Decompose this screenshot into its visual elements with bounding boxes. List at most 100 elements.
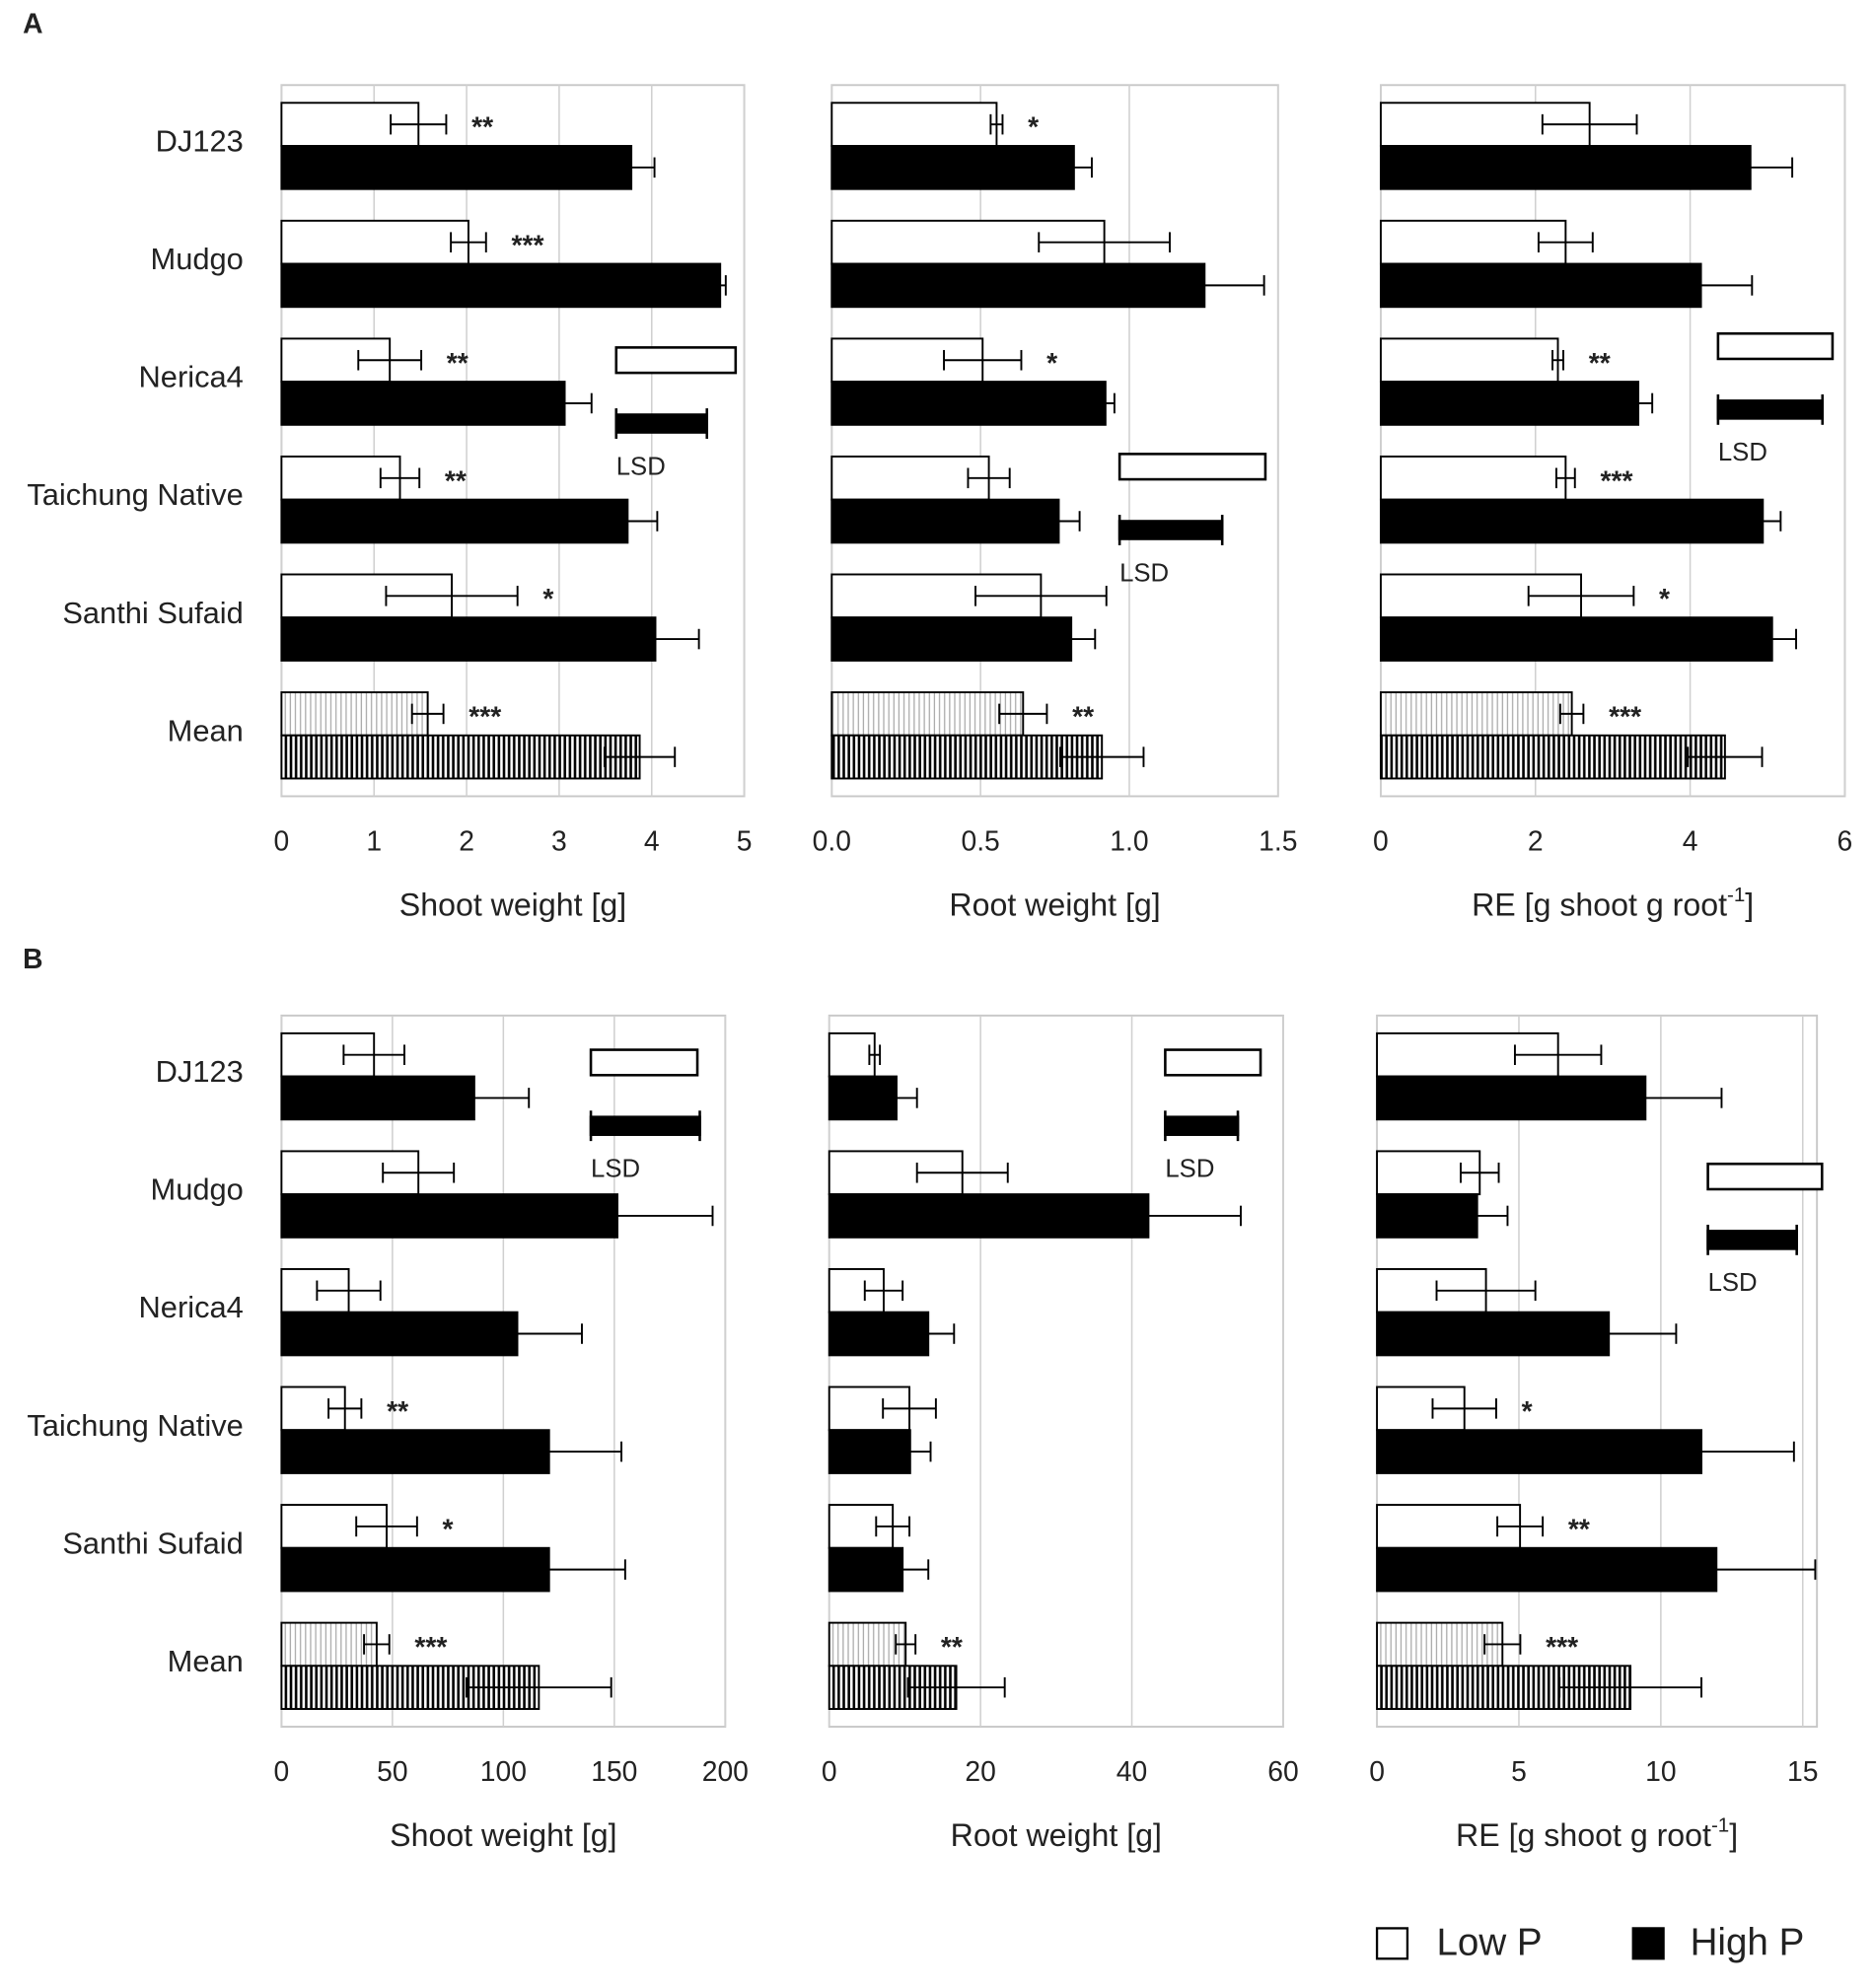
- category-label: DJ123: [156, 124, 244, 159]
- lsd-label: LSD: [591, 1155, 640, 1182]
- significance: *: [1046, 347, 1057, 379]
- error-bar: [355, 1516, 418, 1537]
- bar: [280, 262, 722, 309]
- error-bar: [1513, 1044, 1603, 1065]
- error-bar: [1554, 467, 1576, 489]
- error-bar: [452, 1323, 583, 1344]
- significance: ***: [1546, 1631, 1578, 1663]
- lsd-label: LSD: [616, 453, 666, 480]
- lsd-bar: [1706, 1162, 1824, 1191]
- bar: [1379, 498, 1765, 544]
- bar: [830, 691, 1025, 737]
- error-bar: [1558, 703, 1585, 725]
- error-bar: [895, 1634, 917, 1655]
- bar: [1379, 262, 1702, 309]
- x-axis-title: RE [g shoot g root-1]: [1472, 884, 1754, 923]
- x-axis-title-text: RE [g shoot g root: [1472, 888, 1727, 923]
- error-bar: [1617, 1559, 1817, 1580]
- bar: [280, 1621, 378, 1668]
- bar: [830, 145, 1075, 190]
- x-tick-label: 0: [1369, 1755, 1385, 1787]
- error-bar: [1687, 746, 1764, 767]
- significance: *: [1028, 111, 1039, 143]
- error-bar: [390, 113, 448, 135]
- bar: [1379, 691, 1573, 737]
- bar: [1379, 616, 1773, 662]
- error-bar: [379, 467, 421, 489]
- bar: [830, 102, 998, 147]
- error-bar: [1445, 1205, 1509, 1227]
- error-bar: [1568, 1088, 1723, 1108]
- error-bar: [1460, 1162, 1500, 1183]
- significance: ***: [1600, 464, 1632, 496]
- bar: [280, 734, 641, 780]
- lsd-bar: [1716, 399, 1825, 420]
- error-bar: [611, 628, 700, 650]
- lsd-bar: [589, 1115, 701, 1136]
- x-tick-label: 200: [702, 1755, 749, 1787]
- plot-frame: [830, 84, 1279, 798]
- x-tick-label: 50: [377, 1755, 407, 1787]
- category-label: Mean: [168, 1644, 244, 1678]
- x-axis-title: Root weight [g]: [951, 1818, 1162, 1854]
- panel-label: A: [23, 7, 42, 38]
- category-label: Santhi Sufaid: [62, 596, 243, 630]
- category-label: DJ123: [156, 1054, 244, 1089]
- error-bar: [466, 1676, 613, 1698]
- panel-label: B: [23, 943, 42, 974]
- lsd-bar: [614, 413, 709, 434]
- bar: [1379, 734, 1726, 780]
- lsd-label: LSD: [1119, 559, 1169, 587]
- significance: **: [445, 464, 467, 496]
- significance: **: [447, 347, 468, 379]
- error-bar: [1707, 157, 1794, 178]
- plot-frame: [1376, 1014, 1819, 1728]
- error-bar: [1527, 586, 1635, 606]
- bar: [830, 498, 1060, 544]
- x-axis-title-tail: ]: [1745, 888, 1754, 923]
- error-bar: [1551, 349, 1564, 371]
- error-bar: [1558, 1676, 1702, 1698]
- x-axis-title-text: RE [g shoot g root: [1456, 1818, 1711, 1854]
- error-bar: [875, 1088, 918, 1108]
- error-bar: [327, 1398, 363, 1419]
- legend-swatch: [1631, 1927, 1665, 1960]
- x-tick-label: 5: [737, 824, 753, 856]
- error-bar: [410, 703, 445, 725]
- significance: **: [471, 111, 493, 143]
- x-tick-label: 0.0: [813, 824, 851, 856]
- error-bar: [974, 586, 1108, 606]
- significance: *: [1659, 583, 1670, 614]
- x-tick-label: 0.5: [961, 824, 999, 856]
- error-bar: [1054, 157, 1093, 178]
- x-tick-label: 2: [459, 824, 474, 856]
- significance: **: [1589, 347, 1611, 379]
- legend-label: High P: [1691, 1921, 1805, 1963]
- x-axis-title: Shoot weight [g]: [390, 1818, 616, 1854]
- significance: ***: [468, 701, 501, 733]
- error-bar: [1747, 628, 1797, 650]
- lsd-label: LSD: [1165, 1155, 1214, 1182]
- error-bar: [450, 232, 487, 252]
- x-tick-label: 2: [1528, 824, 1544, 856]
- x-tick-label: 20: [965, 1755, 995, 1787]
- category-label: Santhi Sufaid: [62, 1526, 243, 1560]
- x-tick-label: 10: [1645, 1755, 1676, 1787]
- lsd-bar: [1117, 453, 1267, 481]
- lsd-label: LSD: [1718, 439, 1767, 466]
- error-bar: [363, 1634, 391, 1655]
- category-label: Taichung Native: [27, 1408, 243, 1443]
- x-tick-label: 6: [1838, 824, 1853, 856]
- x-axis-title-text: Root weight [g]: [949, 888, 1160, 923]
- bar: [280, 381, 566, 426]
- significance: **: [1072, 701, 1094, 733]
- error-bar: [875, 1516, 910, 1537]
- category-label: Taichung Native: [27, 477, 243, 512]
- bar: [830, 616, 1073, 662]
- x-tick-label: 0: [274, 824, 290, 856]
- x-tick-label: 0: [274, 1755, 290, 1787]
- error-bar: [418, 1088, 531, 1108]
- error-bar: [357, 349, 423, 371]
- x-axis-title-sup: -1: [1727, 884, 1745, 906]
